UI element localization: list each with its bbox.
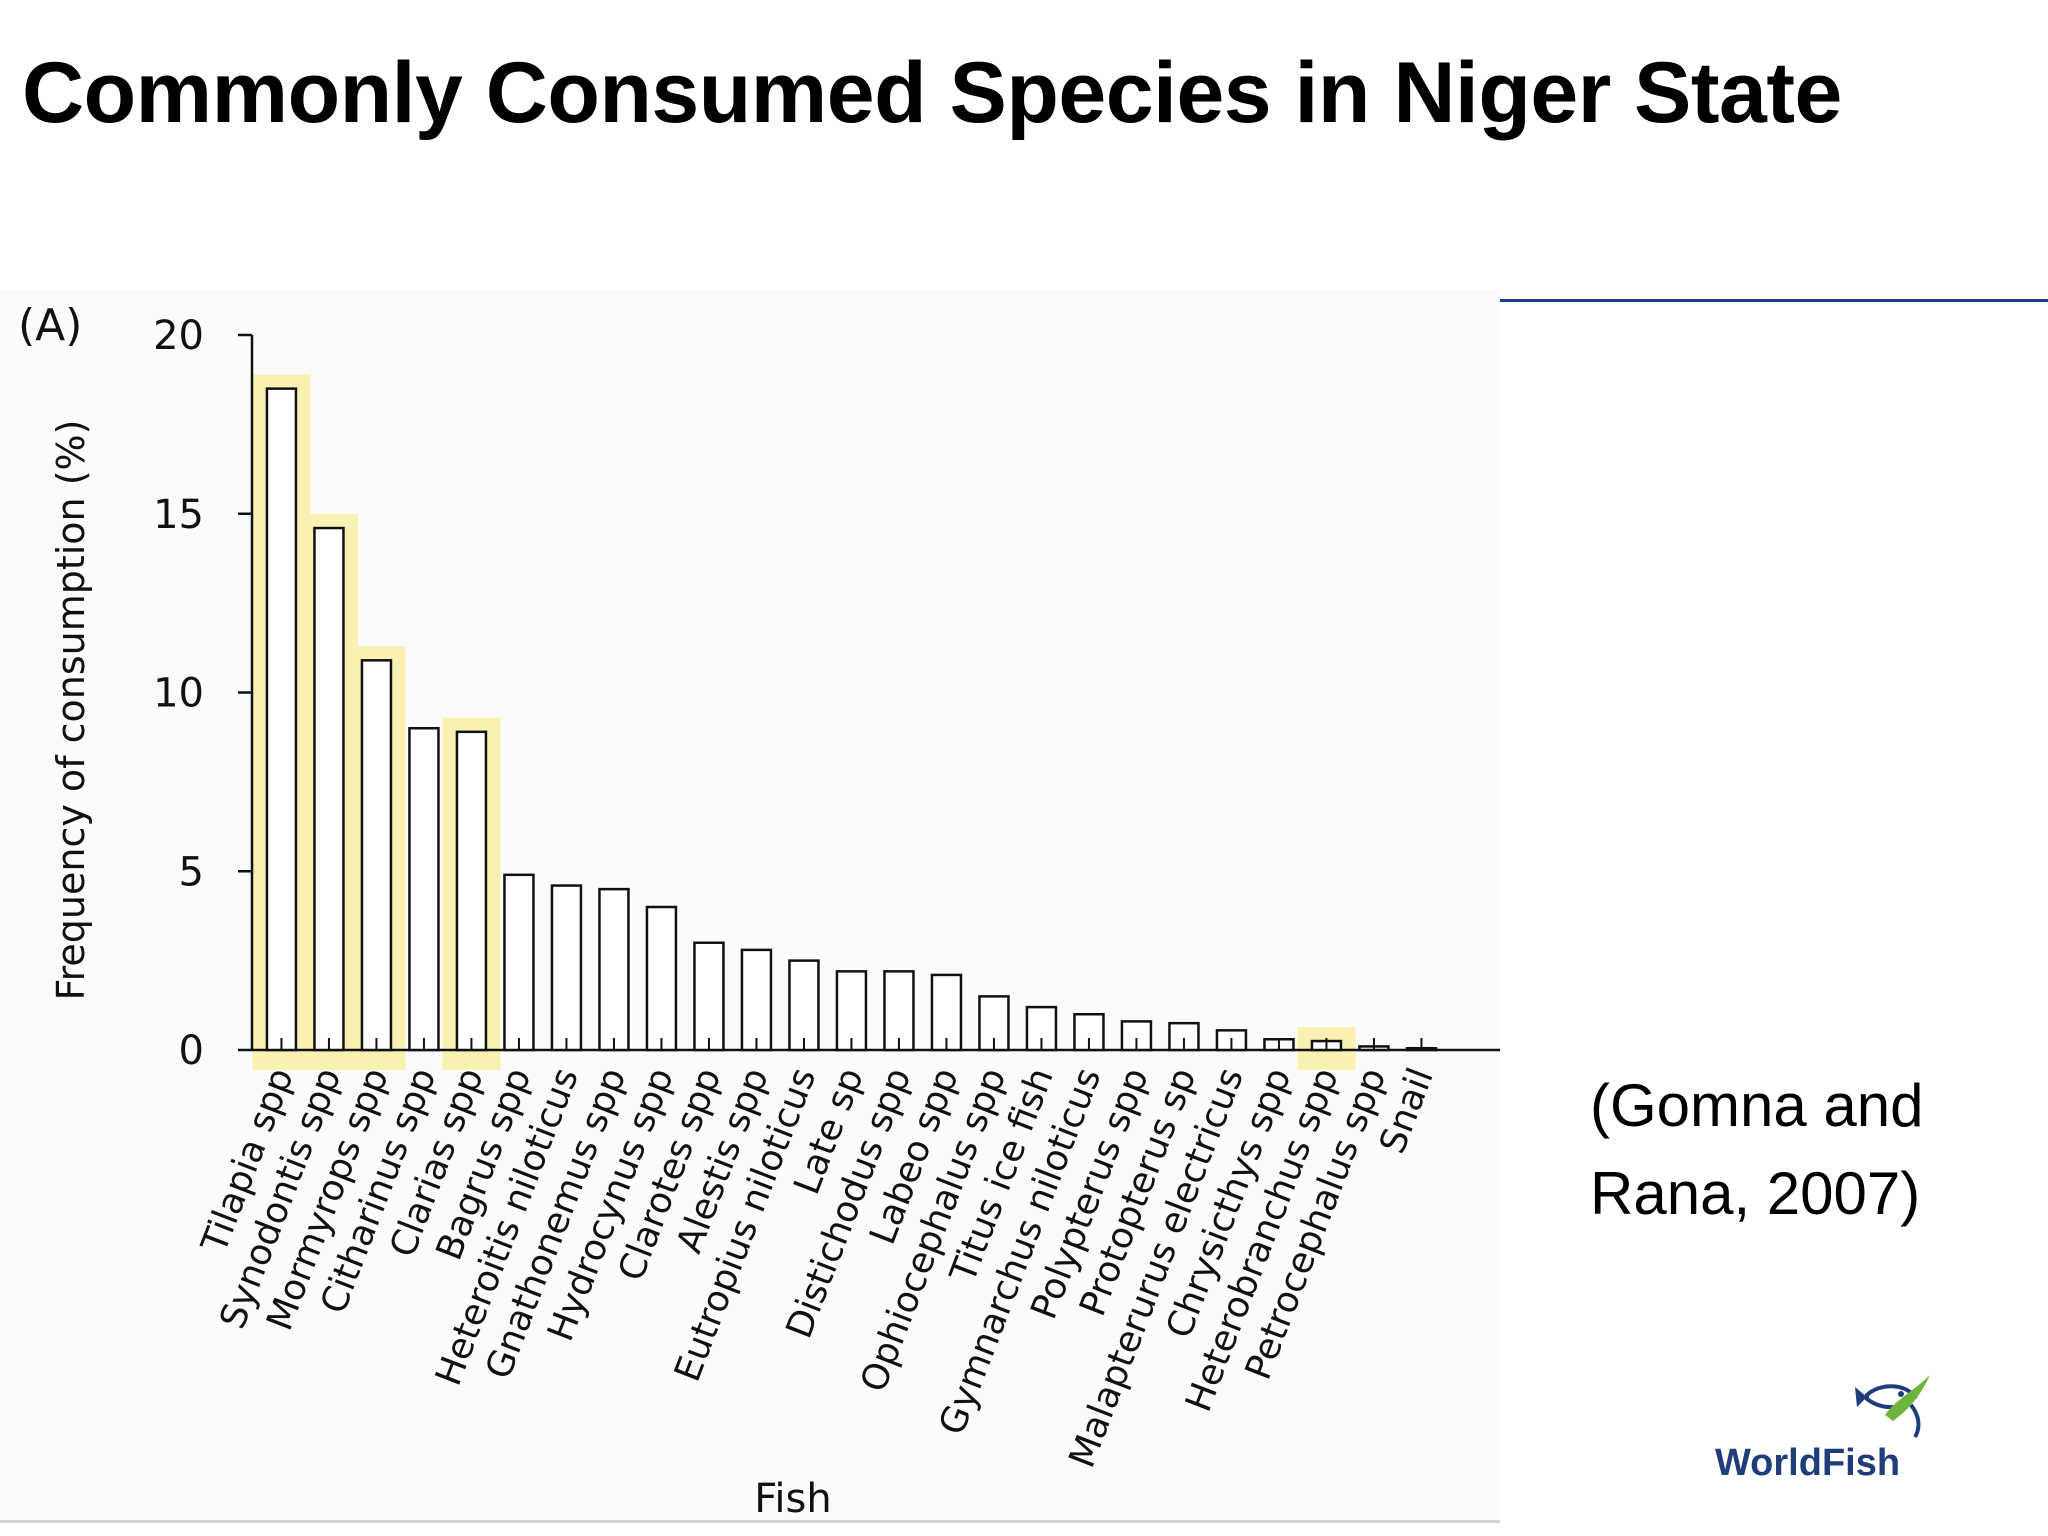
bar [978,995,1010,1052]
header-rule [1500,299,2048,302]
y-tick-label: 0 [179,1028,204,1074]
bar [930,973,963,1052]
bar [550,884,583,1052]
citation-line-1: (Gomna and [1590,1072,1924,1139]
bar [693,941,725,1052]
y-tick-label: 15 [153,492,204,538]
bar [598,887,630,1052]
bar [313,526,345,1052]
bar [408,727,440,1052]
y-axis-label: Frequency of consumption (%) [49,420,93,1001]
logo-wordmark: WorldFish [1715,1442,1900,1484]
bar [265,387,298,1052]
bar [360,659,393,1052]
bar [455,730,488,1052]
bar [740,948,773,1052]
y-tick-label: 10 [153,671,204,717]
bar [883,970,915,1052]
y-tick-label: 5 [179,849,204,895]
y-tick-label: 20 [153,313,204,359]
fish-icon [1855,1375,1930,1439]
slide-title: Commonly Consumed Species in Niger State [22,45,1842,141]
bar [503,873,535,1052]
y-ticks-layer: 0 5 10 15 20 [153,313,252,1074]
chart-panel: 0 5 10 15 20 Tilapia spp Synodontis spp Mormyr… [0,290,1500,1523]
bar [645,905,678,1052]
citation: (Gomna and Rana, 2007) [1590,1062,1924,1238]
bars-layer [265,387,1438,1052]
x-axis-label: Fish [754,1476,831,1520]
bar [788,959,820,1052]
panel-label: (A) [18,300,82,351]
citation-line-2: Rana, 2007) [1590,1160,1921,1227]
worldfish-logo: WorldFish [1715,1375,1945,1495]
